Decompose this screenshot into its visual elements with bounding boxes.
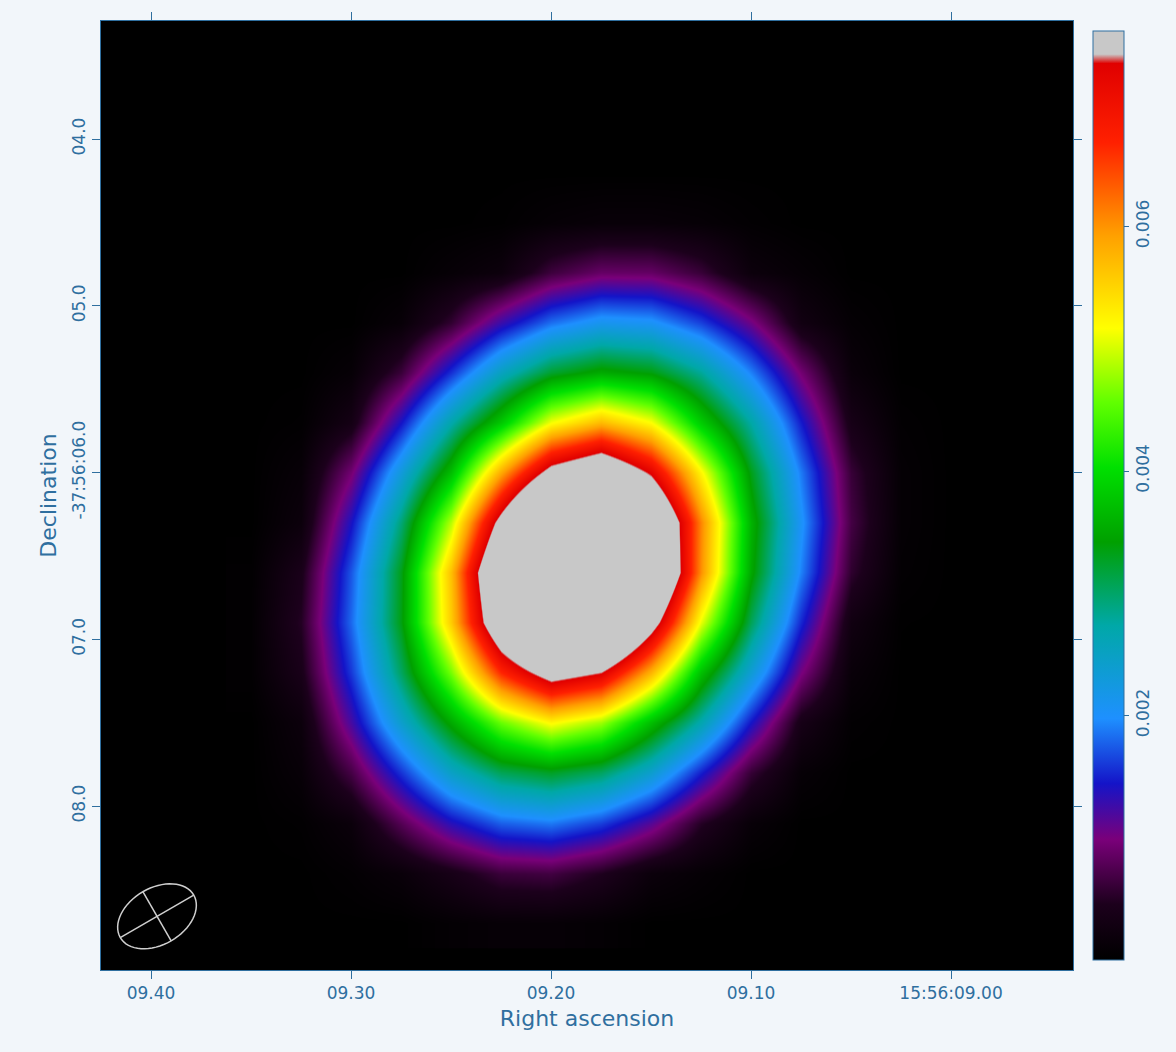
svg-text:Right ascension: Right ascension [500,1006,674,1031]
svg-text:05.0: 05.0 [69,284,89,322]
svg-text:07.0: 07.0 [69,618,89,656]
svg-text:09.30: 09.30 [327,983,376,1003]
svg-text:09.10: 09.10 [727,983,776,1003]
svg-text:0.002: 0.002 [1133,689,1153,738]
svg-text:-37:56:06.0: -37:56:06.0 [69,421,89,520]
svg-text:08.0: 08.0 [69,785,89,823]
svg-text:09.40: 09.40 [127,983,176,1003]
svg-text:Declination: Declination [36,433,61,557]
svg-text:0.004: 0.004 [1133,444,1153,493]
svg-text:04.0: 04.0 [69,118,89,156]
svg-text:09.20: 09.20 [527,983,576,1003]
svg-text:15:56:09.00: 15:56:09.00 [899,983,1002,1003]
svg-text:0.006: 0.006 [1133,200,1153,249]
